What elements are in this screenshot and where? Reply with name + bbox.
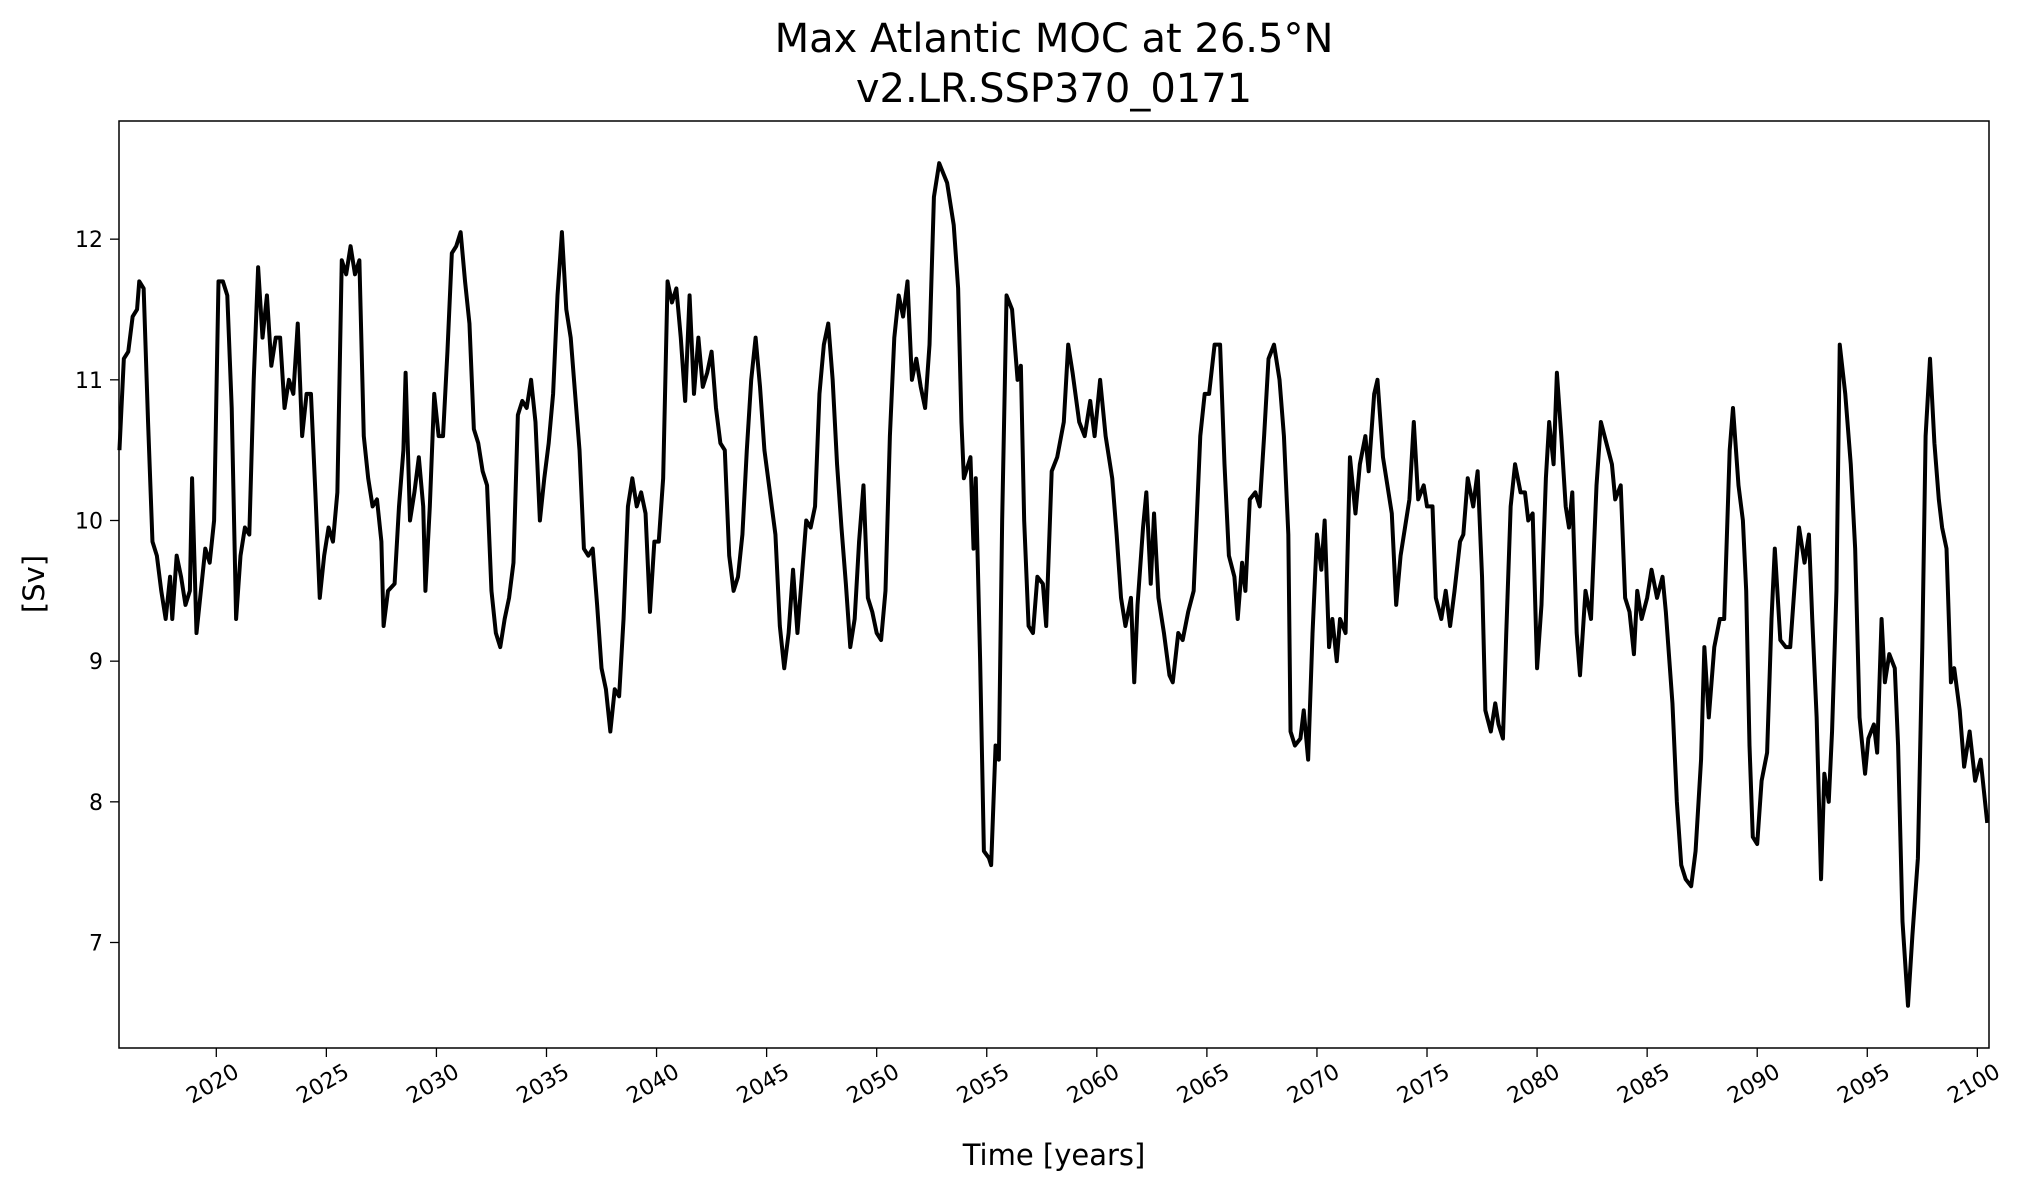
- x-tick-label: 2095: [1834, 1060, 1895, 1110]
- y-tick-label: 7: [89, 931, 103, 956]
- x-tick-label: 2050: [843, 1060, 904, 1110]
- x-tick-label: 2100: [1944, 1060, 2005, 1110]
- x-tick-label: 2090: [1723, 1060, 1784, 1110]
- chart-title: Max Atlantic MOC at 26.5°N: [775, 16, 1334, 62]
- x-tick-label: 2035: [513, 1060, 574, 1110]
- line-series: [117, 161, 1990, 1008]
- x-axis-label: Time [years]: [962, 1138, 1146, 1172]
- x-tick-label: 2080: [1503, 1060, 1564, 1110]
- y-tick-label: 9: [89, 650, 103, 675]
- y-tick-label: 12: [75, 228, 103, 253]
- x-tick-label: 2075: [1393, 1060, 1454, 1110]
- x-tick-label: 2030: [403, 1060, 464, 1110]
- x-tick-label: 2045: [733, 1060, 794, 1110]
- x-tick-label: 2085: [1613, 1060, 1674, 1110]
- x-tick-label: 2070: [1283, 1060, 1344, 1110]
- chart-subtitle: v2.LR.SSP370_0171: [856, 66, 1252, 112]
- y-tick-label: 10: [75, 509, 103, 534]
- x-tick-label: 2060: [1063, 1060, 1124, 1110]
- y-tick-label: 11: [75, 369, 103, 394]
- x-tick-label: 2065: [1173, 1060, 1234, 1110]
- x-tick-label: 2055: [953, 1060, 1014, 1110]
- x-tick-label: 2025: [293, 1060, 354, 1110]
- y-tick-label: 8: [89, 791, 103, 816]
- x-tick-label: 2020: [183, 1060, 244, 1110]
- y-axis-label: [Sv]: [17, 555, 51, 613]
- plot-frame: [118, 120, 1990, 1049]
- x-tick-label: 2040: [623, 1060, 684, 1110]
